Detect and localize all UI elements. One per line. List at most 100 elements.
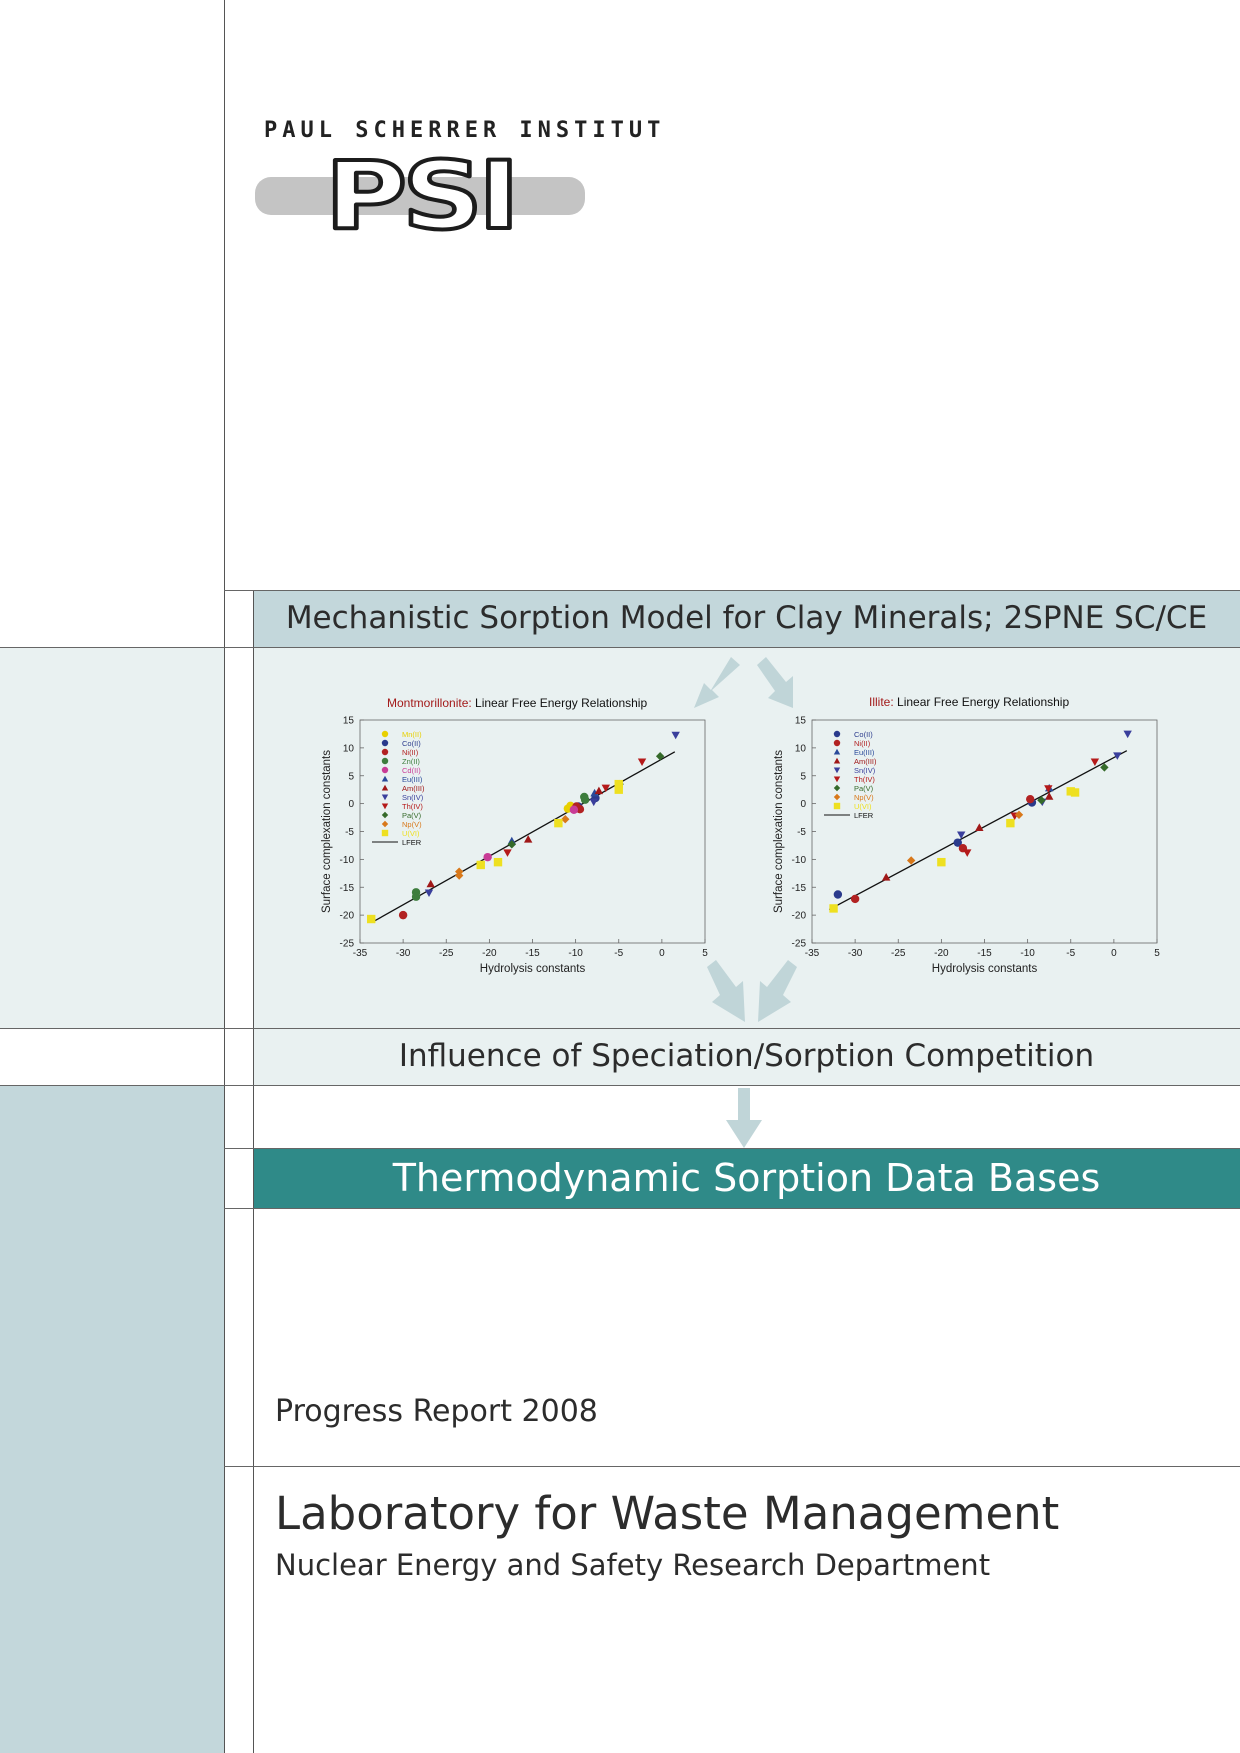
data-point	[881, 873, 891, 881]
data-point	[398, 910, 408, 920]
data-point	[483, 852, 492, 862]
arrow-down-right-icon	[757, 657, 793, 708]
legend-marker	[833, 793, 841, 801]
y-tick-label: -25	[340, 939, 355, 950]
arrow-down-right-icon	[707, 960, 745, 1022]
data-point	[493, 857, 503, 867]
data-point	[424, 889, 434, 898]
data-point	[580, 795, 590, 804]
y-tick-label: 15	[795, 716, 807, 727]
charts-band	[253, 647, 1240, 1028]
data-point	[1006, 818, 1015, 828]
legend-marker	[381, 757, 389, 765]
legend-label: U(VI)	[402, 829, 420, 838]
left-band-bottom	[0, 1085, 224, 1753]
y-tick-label: 15	[343, 716, 355, 727]
x-tick-label: -30	[848, 948, 863, 959]
arrow-down-left-icon	[758, 960, 797, 1022]
legend-marker	[833, 748, 841, 755]
chart-title-mineral: Illite:	[869, 695, 894, 709]
legend-label: LFER	[402, 838, 422, 847]
legend-label: LFER	[854, 811, 874, 820]
x-tick-label: -20	[482, 948, 497, 959]
data-point	[575, 805, 585, 814]
divider-report	[224, 1466, 1240, 1467]
lfer-fit-line	[372, 751, 676, 923]
x-tick-label: -35	[353, 948, 368, 959]
legend-marker	[833, 802, 841, 810]
chart-title-text: Linear Free Energy Relationship	[475, 696, 648, 710]
data-point	[1026, 794, 1035, 804]
legend-marker	[381, 739, 389, 747]
chart-illite: -35 -30 -25 -20 -15 -10 -5 0 5 15 10 5 0 -5 -10 -15 -20 -…	[773, 716, 1160, 976]
x-tick-label: 5	[1154, 948, 1160, 959]
divider-top-band	[224, 590, 1240, 591]
legend-marker	[381, 784, 389, 791]
x-tick-label: -20	[934, 948, 949, 959]
y-tick-label: -15	[792, 883, 807, 894]
legend-marker	[833, 767, 841, 774]
data-point	[906, 856, 916, 865]
data-point	[1044, 792, 1054, 800]
divider-vertical-left	[224, 0, 225, 1753]
legend-label: Pa(V)	[402, 811, 422, 820]
data-point	[1014, 810, 1024, 819]
x-tick-label: 5	[702, 948, 708, 959]
divider-model-band	[0, 647, 1240, 648]
data-point	[1090, 758, 1100, 767]
data-point	[655, 752, 665, 761]
legend-marker	[381, 829, 389, 837]
x-tick-label: 0	[1111, 948, 1117, 959]
legend-marker	[833, 730, 841, 738]
legend-marker	[381, 748, 389, 756]
legend-marker	[381, 794, 389, 801]
psi-logo-mark: PSI	[325, 148, 515, 238]
y-tick-label: 0	[800, 799, 806, 810]
y-tick-label: -20	[792, 911, 807, 922]
data-point	[476, 860, 485, 870]
legend-label: Np(V)	[854, 793, 874, 802]
data-point	[590, 788, 599, 797]
y-tick-label: 10	[343, 743, 355, 754]
data-point	[829, 904, 838, 913]
data-point	[426, 879, 435, 888]
data-point	[957, 831, 966, 840]
data-point	[1123, 730, 1132, 739]
psi-logo: PSI	[255, 148, 585, 238]
data-point	[569, 805, 579, 814]
legend-label: Eu(III)	[402, 775, 423, 784]
model-heading: Mechanistic Sorption Model for Clay Mine…	[285, 600, 1208, 636]
x-tick-label: -15	[525, 948, 540, 959]
data-point	[637, 758, 647, 767]
divider-charts-band	[0, 1028, 1240, 1029]
chart-title-illite: Illite: Linear Free Energy Relationship	[869, 695, 1069, 709]
x-tick-label: -25	[439, 948, 454, 959]
data-point	[614, 779, 623, 789]
data-point	[507, 840, 516, 849]
x-axis-label: Hydrolysis constants	[480, 963, 586, 975]
legend-label: Sn(IV)	[854, 766, 876, 775]
arrow-down-left-icon	[694, 657, 740, 708]
x-tick-label: -35	[805, 948, 820, 959]
data-point	[503, 849, 512, 857]
y-tick-label: -10	[340, 855, 355, 866]
chart-montmorillonite: -35 -30 -25 -20 -15 -10 -5 0 5 15 10 5 0 -5 -10 -15 -20 -…	[321, 716, 708, 976]
y-tick-label: 10	[795, 743, 807, 754]
data-point	[975, 823, 984, 831]
x-tick-label: -10	[1020, 948, 1035, 959]
y-axis-label: Surface complexation constants	[321, 750, 333, 913]
department-name: Nuclear Energy and Safety Research Depar…	[275, 1548, 991, 1582]
y-tick-label: 5	[800, 771, 806, 782]
data-point	[589, 798, 598, 807]
data-point	[614, 785, 623, 794]
x-axis-label: Hydrolysis constants	[932, 963, 1038, 975]
legend-marker	[833, 757, 841, 764]
x-tick-label: -5	[1066, 948, 1075, 959]
y-tick-label: -10	[792, 855, 807, 866]
data-point	[523, 835, 533, 843]
data-point	[963, 849, 972, 857]
legend-label: Am(III)	[402, 784, 425, 793]
institute-name: PAUL SCHERRER INSTITUT	[264, 118, 666, 143]
legend-label: Cd(II)	[402, 766, 421, 775]
